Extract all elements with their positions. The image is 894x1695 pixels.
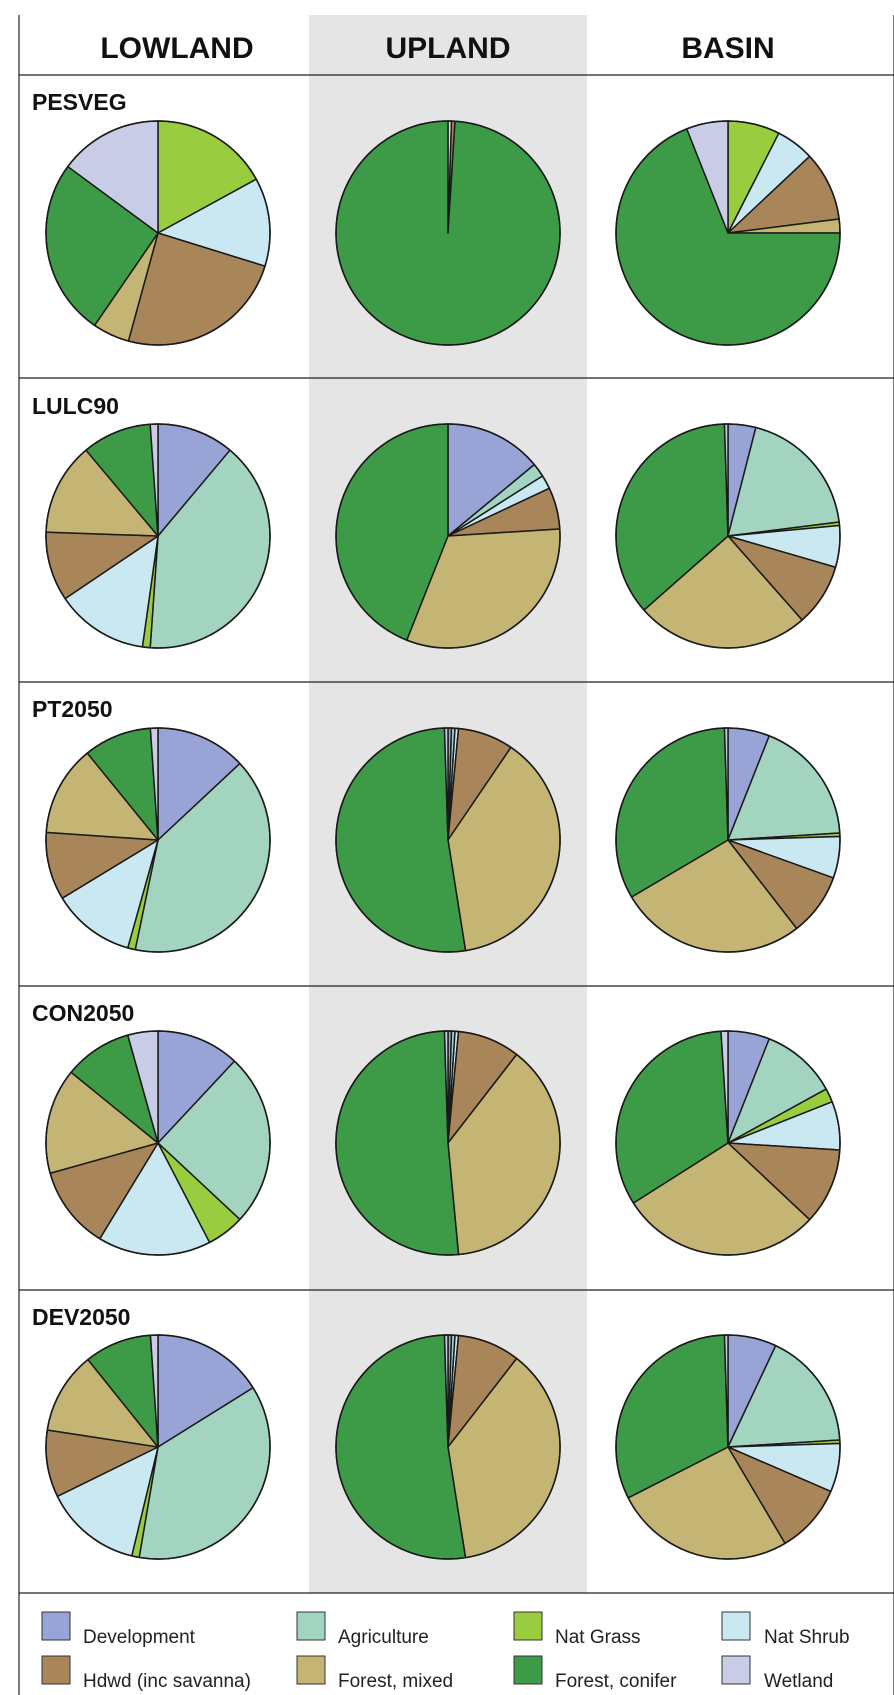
pie-dev2050-lowland: [45, 1334, 271, 1560]
pie-outline: [45, 1030, 271, 1256]
legend-label-wetland: Wetland: [764, 1671, 833, 1692]
pie-outline: [615, 1030, 841, 1256]
legend-label-forest-conifer: Forest, conifer: [555, 1671, 677, 1692]
row-label-dev2050: DEV2050: [32, 1304, 130, 1330]
pie-outline: [335, 120, 561, 346]
pie-pesveg-lowland: [45, 120, 271, 346]
column-header-basin: BASIN: [681, 32, 774, 65]
legend-label-nat-grass: Nat Grass: [555, 1627, 641, 1648]
pie-con2050-upland: [335, 1030, 561, 1256]
pie-pt2050-basin: [615, 727, 841, 953]
row-label-con2050: CON2050: [32, 1000, 134, 1026]
column-header-upland: UPLAND: [386, 32, 511, 65]
pie-slice-forest-conifer: [335, 120, 561, 346]
pie-charts: [45, 120, 841, 1560]
legend-label-development: Development: [83, 1627, 196, 1648]
legend: Development Agriculture Nat Grass Nat Sh…: [41, 1611, 850, 1692]
pie-lulc90-lowland: [45, 423, 271, 649]
pie-pt2050-upland: [335, 727, 561, 953]
pie-dev2050-upland: [335, 1334, 561, 1560]
pie-outline: [45, 727, 271, 953]
pie-outline: [335, 1334, 561, 1560]
pie-outline: [615, 727, 841, 953]
column-header-lowland: LOWLAND: [100, 32, 253, 65]
pie-outline: [45, 423, 271, 649]
row-label-pt2050: PT2050: [32, 696, 113, 722]
legend-swatch-agriculture: [296, 1611, 326, 1641]
pie-outline: [335, 727, 561, 953]
legend-label-agriculture: Agriculture: [338, 1627, 429, 1648]
legend-label-forest-mixed: Forest, mixed: [338, 1671, 453, 1692]
pie-lulc90-basin: [615, 423, 841, 649]
row-label-pesveg: PESVEG: [32, 89, 127, 115]
pie-pt2050-lowland: [45, 727, 271, 953]
pie-con2050-basin: [615, 1030, 841, 1256]
pie-outline: [615, 1334, 841, 1560]
pie-pesveg-basin: [615, 120, 841, 346]
row-label-lulc90: LULC90: [32, 393, 119, 419]
pie-outline: [615, 120, 841, 346]
legend-label-nat-shrub: Nat Shrub: [764, 1627, 850, 1648]
pie-outline: [335, 423, 561, 649]
pie-lulc90-upland: [335, 423, 561, 649]
legend-swatch-hdwd: [41, 1655, 71, 1685]
legend-label-hdwd: Hdwd (inc savanna): [83, 1671, 251, 1692]
legend-swatch-nat-shrub: [721, 1611, 751, 1641]
pie-dev2050-basin: [615, 1334, 841, 1560]
pie-pesveg-upland: [335, 120, 561, 346]
legend-swatch-development: [41, 1611, 71, 1641]
pie-outline: [335, 1030, 561, 1256]
pie-outline: [45, 120, 271, 346]
legend-swatch-nat-grass: [513, 1611, 543, 1641]
legend-swatch-forest-conifer: [513, 1655, 543, 1685]
pie-con2050-lowland: [45, 1030, 271, 1256]
legend-swatch-forest-mixed: [296, 1655, 326, 1685]
legend-swatch-wetland: [721, 1655, 751, 1685]
pie-outline: [45, 1334, 271, 1560]
pie-outline: [615, 423, 841, 649]
